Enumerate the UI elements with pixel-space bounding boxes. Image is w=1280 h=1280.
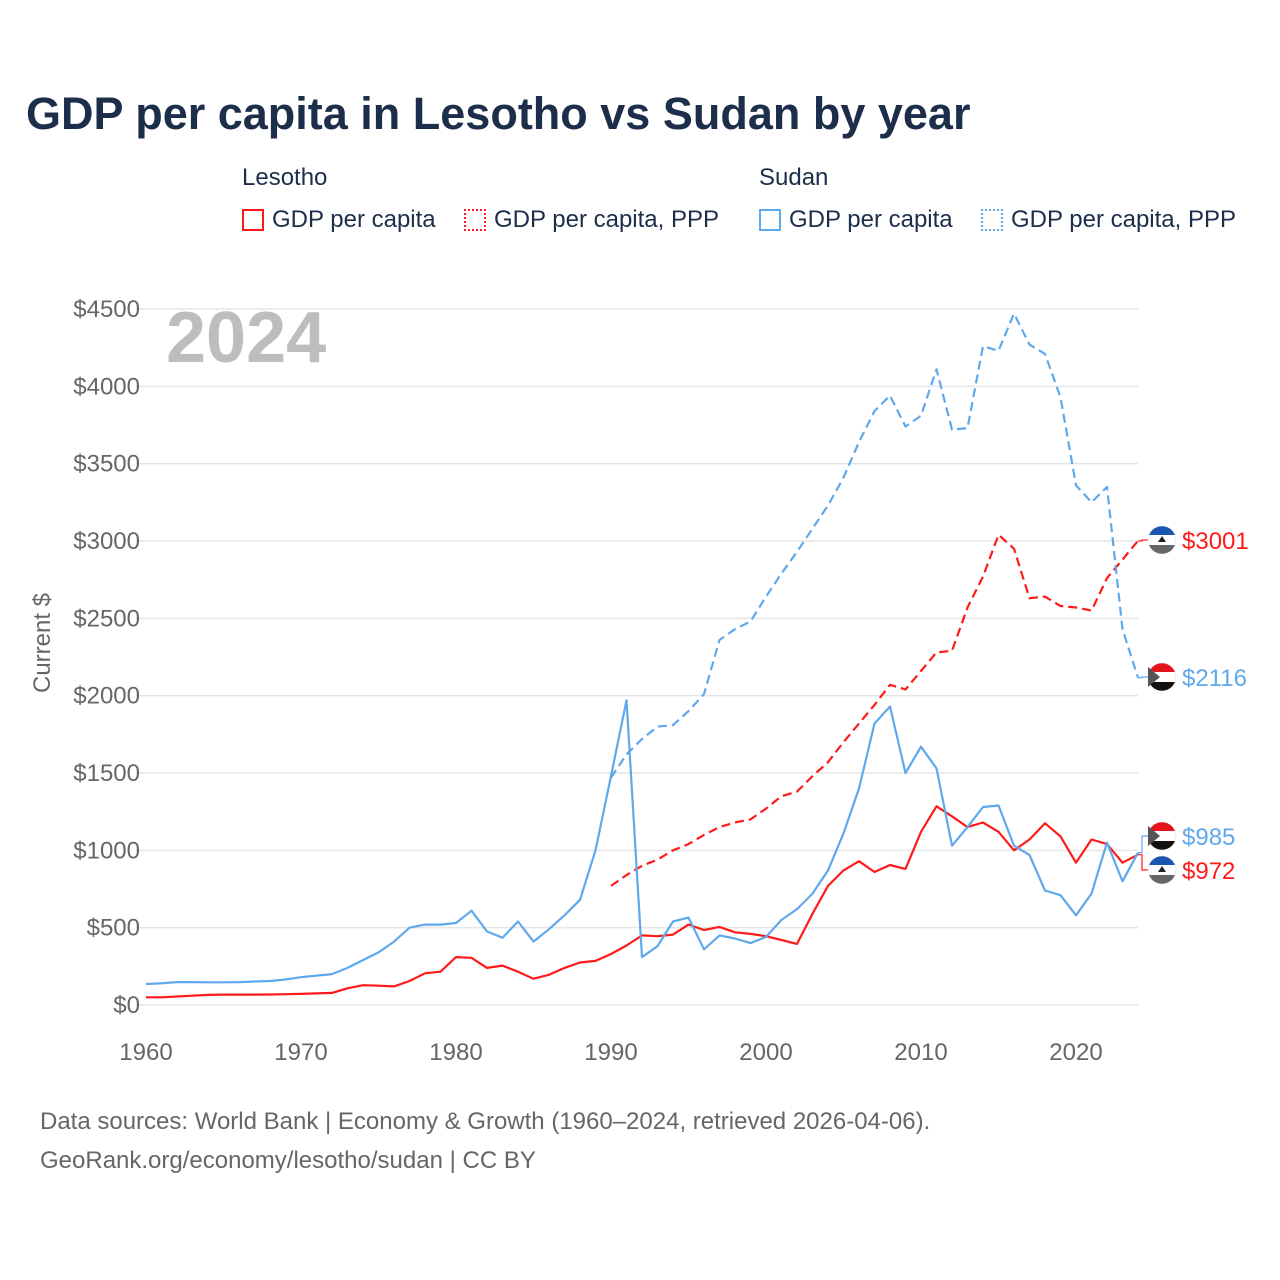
lesotho-flag-hat-icon bbox=[1158, 536, 1166, 542]
end-value-label: $972 bbox=[1182, 858, 1235, 885]
x-tick-label: 2010 bbox=[894, 1039, 947, 1066]
x-tick-label: 1980 bbox=[429, 1039, 482, 1066]
end-connector bbox=[1138, 835, 1148, 854]
end-connector bbox=[1138, 539, 1148, 542]
legend-label: GDP per capita bbox=[789, 206, 953, 233]
legend-swatch-solid-blue bbox=[759, 209, 781, 231]
legend-sudan-ppp[interactable]: GDP per capita, PPP bbox=[981, 206, 1236, 234]
end-value-label: $985 bbox=[1182, 824, 1235, 851]
x-tick-label: 1990 bbox=[584, 1039, 637, 1066]
y-axis-label: Current $ bbox=[29, 593, 56, 693]
legend-swatch-dotted-blue bbox=[981, 209, 1003, 231]
lesotho-flag-hat-icon bbox=[1158, 866, 1166, 872]
y-tick-label: $4500 bbox=[73, 296, 140, 323]
end-connector bbox=[1138, 676, 1148, 679]
footer-sources: Data sources: World Bank | Economy & Gro… bbox=[40, 1108, 931, 1135]
series-line-lesotho-gdp-per-capita bbox=[146, 805, 1139, 999]
y-tick-label: $0 bbox=[113, 992, 140, 1019]
end-connector bbox=[1138, 854, 1148, 871]
x-tick-label: 2020 bbox=[1049, 1039, 1102, 1066]
legend-sudan-gdp[interactable]: GDP per capita bbox=[759, 206, 953, 234]
legend-lesotho-gdp[interactable]: GDP per capita bbox=[242, 206, 436, 234]
y-tick-label: $2000 bbox=[73, 683, 140, 710]
footer-attribution: GeoRank.org/economy/lesotho/sudan | CC B… bbox=[40, 1147, 536, 1174]
y-tick-label: $2500 bbox=[73, 605, 140, 632]
y-tick-label: $3500 bbox=[73, 451, 140, 478]
legend-group-sudan: Sudan bbox=[759, 164, 829, 191]
y-tick-label: $500 bbox=[87, 915, 140, 942]
y-tick-label: $1000 bbox=[73, 837, 140, 864]
series-line-lesotho-gdp-per-capita-ppp bbox=[610, 533, 1139, 887]
y-tick-label: $1500 bbox=[73, 760, 140, 787]
sudan-flag-triangle-icon bbox=[1148, 667, 1160, 687]
x-tick-label: 1960 bbox=[119, 1039, 172, 1066]
end-value-label: $3001 bbox=[1182, 528, 1249, 555]
series-line-sudan-gdp-per-capita-ppp bbox=[610, 312, 1140, 779]
sudan-flag-triangle-icon bbox=[1148, 826, 1160, 846]
legend-swatch-dotted-red bbox=[464, 209, 486, 231]
year-watermark: 2024 bbox=[166, 298, 326, 378]
x-tick-label: 1970 bbox=[274, 1039, 327, 1066]
y-tick-label: $4000 bbox=[73, 373, 140, 400]
x-tick-label: 2000 bbox=[739, 1039, 792, 1066]
y-tick-label: $3000 bbox=[73, 528, 140, 555]
series-line-sudan-gdp-per-capita bbox=[145, 699, 1139, 986]
legend-label: GDP per capita bbox=[272, 206, 436, 233]
legend-label: GDP per capita, PPP bbox=[494, 206, 719, 233]
legend-swatch-solid-red bbox=[242, 209, 264, 231]
legend-label: GDP per capita, PPP bbox=[1011, 206, 1236, 233]
chart-title: GDP per capita in Lesotho vs Sudan by ye… bbox=[26, 88, 971, 139]
legend-group-lesotho: Lesotho bbox=[242, 164, 328, 191]
legend-lesotho-ppp[interactable]: GDP per capita, PPP bbox=[464, 206, 719, 234]
end-value-label: $2116 bbox=[1182, 665, 1247, 692]
